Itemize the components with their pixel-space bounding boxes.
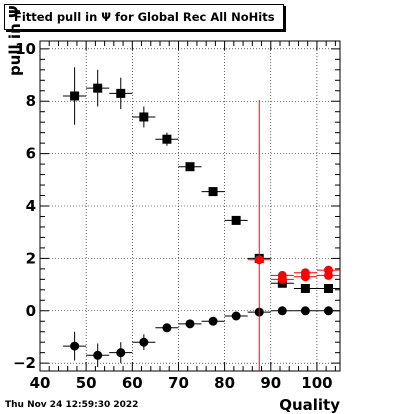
data-point-circle (70, 341, 80, 351)
axes: 40 50 60 70 80 90 100 −2 0 2 4 6 8 10 (13, 40, 340, 392)
x-tick-label: 60 (122, 374, 143, 392)
chart-title: Fitted pull in Ψ for Global Rec All NoHi… (4, 4, 284, 30)
y-tick-label: 0 (26, 302, 36, 320)
data-marks (63, 67, 340, 371)
x-tick-label: 80 (214, 374, 235, 392)
x-tick-label: 70 (168, 374, 189, 392)
data-point-square (70, 91, 80, 101)
data-point-square (300, 284, 310, 293)
data-point-square (185, 162, 195, 172)
data-point-square (323, 284, 333, 293)
grid-lines (40, 41, 340, 371)
data-point-circle (254, 255, 264, 265)
data-point-circle (277, 274, 287, 284)
x-tick-label: 40 (30, 374, 51, 392)
footer-timestamp: Thu Nov 24 12:59:30 2022 (5, 400, 139, 410)
data-point-square (116, 88, 126, 98)
data-point-circle (162, 323, 172, 333)
y-tick-label: 8 (26, 92, 36, 110)
y-tick-label: 2 (26, 249, 36, 267)
data-point-square (162, 134, 172, 144)
x-tick-label: 100 (301, 374, 332, 392)
data-point-circle (116, 348, 126, 358)
x-tick-label: 50 (76, 374, 97, 392)
data-point-circle (93, 350, 103, 360)
y-tick-label: 6 (26, 145, 36, 163)
data-point-square (231, 215, 241, 225)
data-point-circle (277, 306, 287, 316)
x-axis-label: Quality (279, 396, 340, 414)
y-tick-label: 10 (15, 40, 36, 58)
data-point-circle (323, 306, 333, 316)
data-point-square (208, 187, 218, 197)
data-point-circle (323, 270, 333, 280)
data-point-circle (139, 337, 149, 347)
data-point-circle (300, 272, 310, 282)
y-tick-label: −2 (13, 354, 36, 372)
data-point-circle (231, 311, 241, 321)
y-tick-label: 4 (26, 197, 36, 215)
data-point-square (93, 83, 103, 93)
y-axis-label: pull in Ψ (6, 5, 24, 76)
x-tick-label: 90 (260, 374, 281, 392)
data-point-circle (300, 306, 310, 316)
data-point-circle (208, 316, 218, 326)
data-point-square (139, 112, 149, 122)
data-point-circle (185, 319, 195, 329)
